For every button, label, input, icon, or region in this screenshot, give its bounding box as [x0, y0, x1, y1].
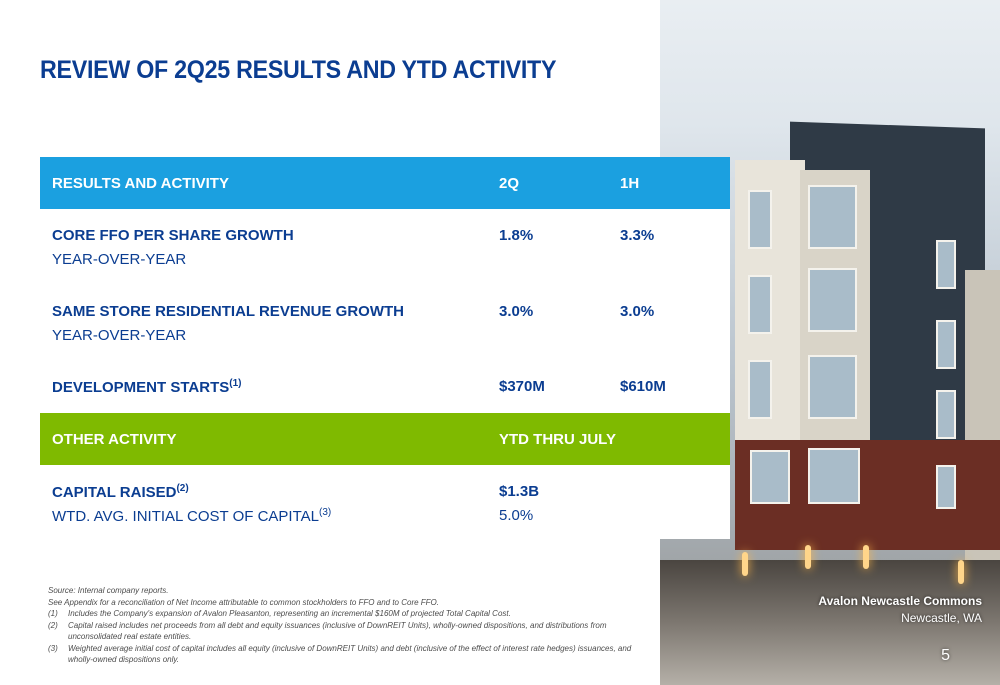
row-value-ytd: 5.0% — [499, 507, 534, 524]
light — [805, 545, 811, 569]
window — [808, 268, 857, 332]
footnote-ref: (2) — [176, 483, 189, 494]
photo-caption: Avalon Newcastle Commons Newcastle, WA — [818, 593, 982, 627]
row-label-text: CAPITAL RAISED — [52, 484, 177, 501]
row-label: CAPITAL RAISED(2) — [52, 483, 189, 501]
window — [750, 450, 790, 504]
row-value-1h: $610M — [620, 378, 666, 395]
page-number: 5 — [941, 647, 950, 664]
footnote-number: (2) — [48, 620, 58, 630]
other-header-ytd: YTD THRU JULY — [499, 431, 616, 448]
light — [863, 545, 869, 569]
row-label: WTD. AVG. INITIAL COST OF CAPITAL(3) — [52, 507, 331, 525]
window — [748, 275, 772, 334]
other-header-label: OTHER ACTIVITY — [52, 431, 177, 448]
results-header-1h: 1H — [620, 175, 640, 192]
footnote-text: Capital raised includes net proceeds fro… — [68, 620, 607, 642]
row-value-2q: $370M — [499, 378, 545, 395]
row-value-ytd: $1.3B — [499, 483, 540, 500]
window — [936, 320, 956, 369]
row-sublabel: YEAR-OVER-YEAR — [52, 251, 187, 268]
page-title: REVIEW OF 2Q25 RESULTS AND YTD ACTIVITY — [40, 56, 557, 84]
window — [748, 360, 772, 419]
row-value-2q: 3.0% — [499, 303, 534, 320]
light — [958, 560, 964, 584]
row-label: CORE FFO PER SHARE GROWTH — [52, 227, 294, 244]
row-label: DEVELOPMENT STARTS(1) — [52, 378, 241, 396]
property-photo: Avalon Newcastle Commons Newcastle, WA — [660, 0, 1000, 685]
light — [742, 552, 748, 576]
row-sublabel: YEAR-OVER-YEAR — [52, 327, 187, 344]
row-value-1h: 3.0% — [620, 303, 655, 320]
footnote-ref: (1) — [229, 378, 242, 389]
row-label-text: WTD. AVG. INITIAL COST OF CAPITAL — [52, 508, 319, 525]
window — [808, 185, 857, 249]
window — [808, 448, 860, 504]
footnote-appendix: See Appendix for a reconciliation of Net… — [48, 597, 439, 607]
row-label-text: DEVELOPMENT STARTS — [52, 379, 230, 396]
row-value-2q: 1.8% — [499, 227, 534, 244]
caption-location: Newcastle, WA — [901, 611, 982, 625]
results-header: RESULTS AND ACTIVITY 2Q 1H — [40, 157, 730, 209]
footnote-item: (1) Includes the Company's expansion of A… — [48, 608, 648, 620]
row-label: SAME STORE RESIDENTIAL REVENUE GROWTH — [52, 303, 404, 320]
footnote-number: (3) — [48, 643, 58, 653]
window — [748, 190, 772, 249]
footnotes: Source: Internal company reports. See Ap… — [48, 585, 648, 666]
footnote-source: Source: Internal company reports. — [48, 586, 169, 595]
other-header: OTHER ACTIVITY YTD THRU JULY — [40, 413, 730, 465]
footnote-text: Includes the Company's expansion of Aval… — [68, 609, 511, 618]
footnote-number: (1) — [48, 609, 58, 618]
footnote-ref: (3) — [318, 507, 332, 518]
caption-title: Avalon Newcastle Commons — [818, 594, 982, 608]
window — [936, 390, 956, 439]
window — [936, 465, 956, 509]
footnote-text: Weighted average initial cost of capital… — [68, 643, 632, 665]
footnote-item: (2) Capital raised includes net proceeds … — [48, 620, 648, 643]
row-value-1h: 3.3% — [620, 227, 655, 244]
footnote-item: (3) Weighted average initial cost of capi… — [48, 643, 648, 666]
street — [660, 560, 1000, 685]
window — [936, 240, 956, 289]
window — [808, 355, 857, 419]
results-header-2q: 2Q — [499, 175, 520, 192]
results-table: RESULTS AND ACTIVITY 2Q 1H CORE FFO PER … — [40, 157, 730, 539]
results-header-label: RESULTS AND ACTIVITY — [52, 175, 229, 192]
